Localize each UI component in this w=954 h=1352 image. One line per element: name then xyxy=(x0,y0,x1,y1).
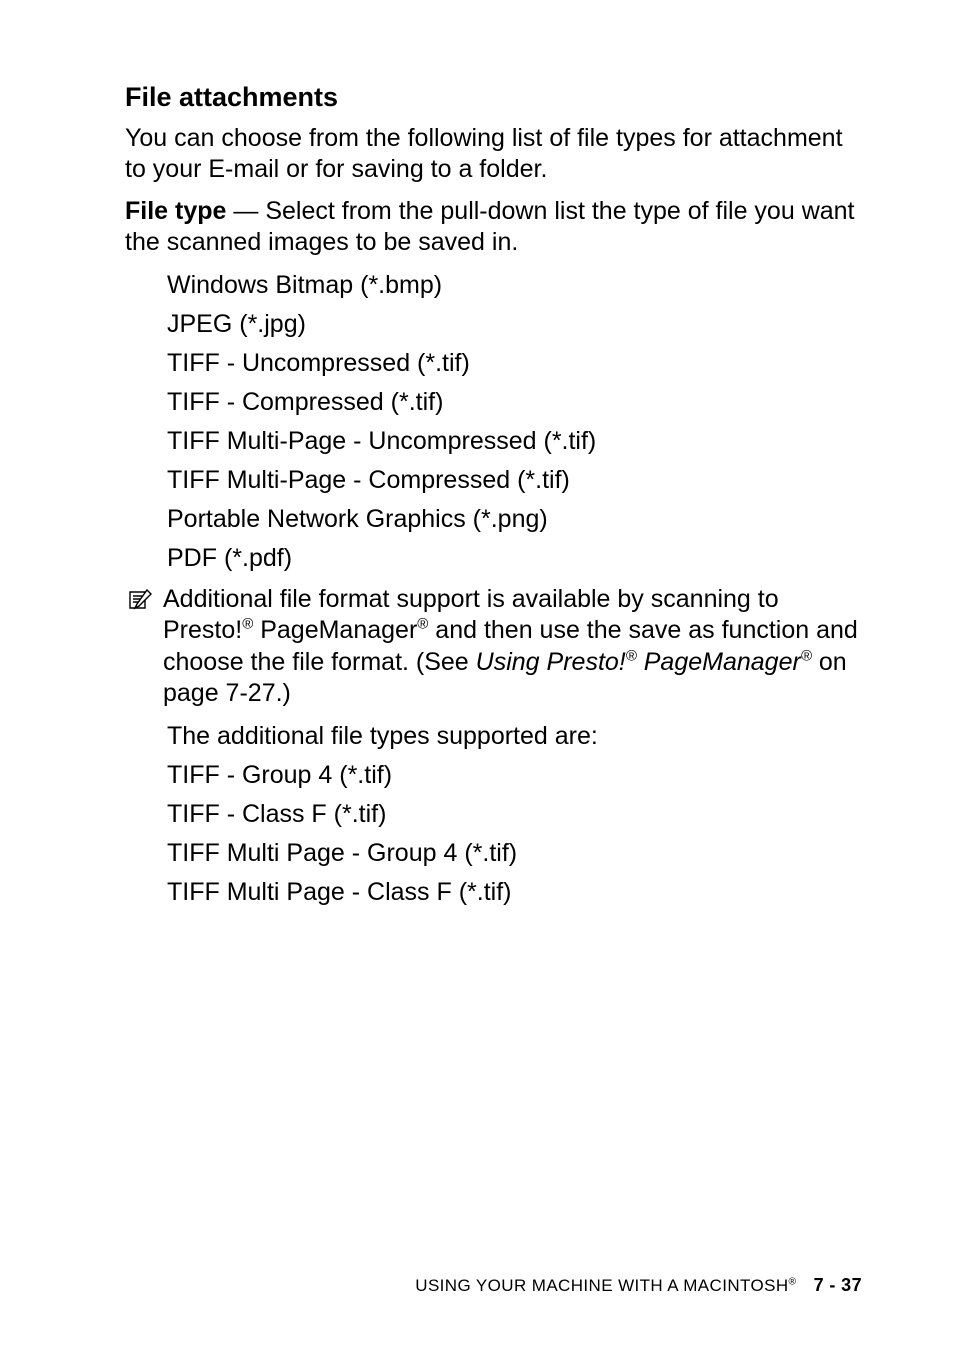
list-item: TIFF Multi Page - Group 4 (*.tif) xyxy=(167,836,862,871)
note-mid1: PageManager xyxy=(253,616,417,644)
file-types-list: Windows Bitmap (*.bmp) JPEG (*.jpg) TIFF… xyxy=(167,268,862,576)
list-item: TIFF - Class F (*.tif) xyxy=(167,797,862,832)
section-heading: File attachments xyxy=(125,82,862,113)
note-text: Additional file format support is availa… xyxy=(163,584,862,709)
list-item: TIFF - Group 4 (*.tif) xyxy=(167,758,862,793)
note-block: Additional file format support is availa… xyxy=(125,584,862,709)
additional-intro: The additional file types supported are: xyxy=(167,721,862,752)
list-item: TIFF - Uncompressed (*.tif) xyxy=(167,346,862,381)
intro-paragraph: You can choose from the following list o… xyxy=(125,123,862,186)
list-item: TIFF Multi Page - Class F (*.tif) xyxy=(167,875,862,910)
document-page: File attachments You can choose from the… xyxy=(0,0,954,1352)
list-item: JPEG (*.jpg) xyxy=(167,307,862,342)
list-item: Portable Network Graphics (*.png) xyxy=(167,502,862,537)
registered-mark: ® xyxy=(417,616,428,633)
additional-types-list: TIFF - Group 4 (*.tif) TIFF - Class F (*… xyxy=(167,758,862,910)
note-italic1: Using Presto! xyxy=(476,648,626,676)
list-item: TIFF Multi-Page - Uncompressed (*.tif) xyxy=(167,424,862,459)
note-italic2: PageManager xyxy=(637,648,801,676)
list-item: TIFF Multi-Page - Compressed (*.tif) xyxy=(167,463,862,498)
registered-mark: ® xyxy=(789,1276,797,1287)
filetype-paragraph: File type — Select from the pull-down li… xyxy=(125,196,862,259)
page-number: 7 - 37 xyxy=(814,1275,862,1295)
registered-mark: ® xyxy=(801,647,812,664)
page-footer: USING YOUR MACHINE WITH A MACINTOSH® 7 -… xyxy=(415,1275,862,1296)
list-item: Windows Bitmap (*.bmp) xyxy=(167,268,862,303)
list-item: TIFF - Compressed (*.tif) xyxy=(167,385,862,420)
filetype-rest: — Select from the pull-down list the typ… xyxy=(125,197,855,256)
registered-mark: ® xyxy=(242,616,253,633)
list-item: PDF (*.pdf) xyxy=(167,541,862,576)
registered-mark: ® xyxy=(626,647,637,664)
footer-text: USING YOUR MACHINE WITH A MACINTOSH xyxy=(415,1276,788,1295)
filetype-label: File type xyxy=(125,197,226,225)
note-icon xyxy=(125,586,155,616)
